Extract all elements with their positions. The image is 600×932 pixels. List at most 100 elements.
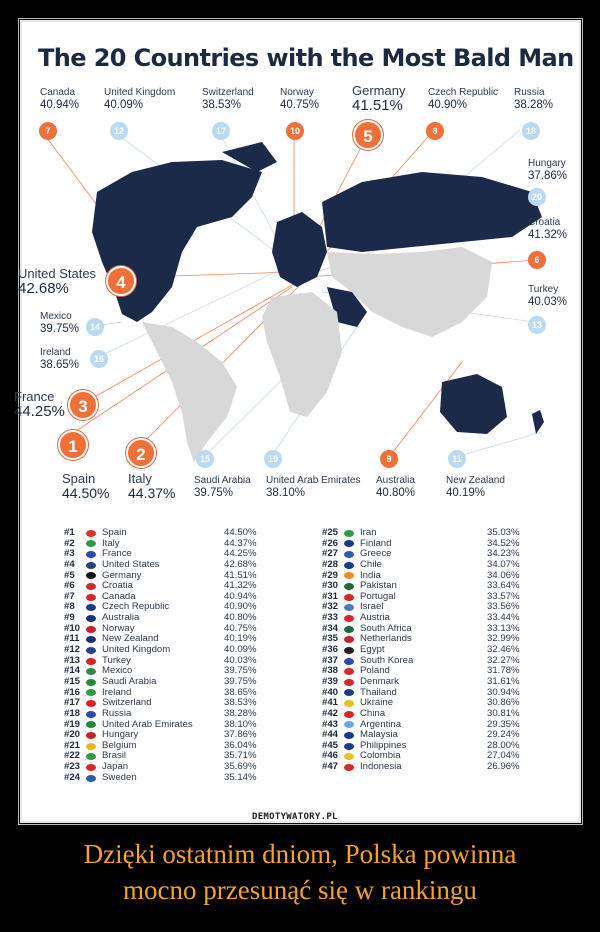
map-label-germany: Germany 41.51%: [352, 84, 405, 113]
country-pct: 38.10%: [266, 486, 306, 499]
country-value: 35.03%: [487, 527, 520, 538]
country-name: Sweden: [102, 771, 137, 783]
country-name: Australia: [376, 475, 415, 486]
country-pct: 39.75%: [40, 322, 80, 335]
country-pct: 44.25%: [14, 402, 65, 420]
rank-number: #28: [322, 558, 339, 570]
flag-icon: [344, 689, 354, 697]
country-name: Indonesia: [360, 761, 402, 773]
rank-number: #8: [64, 601, 75, 613]
rank-number: #10: [64, 622, 81, 634]
rank-number: #12: [64, 644, 81, 656]
country-name: Austria: [360, 612, 390, 624]
country-name: Brasil: [102, 750, 126, 762]
ranking-row: #6 Croatia 41.32%: [64, 581, 274, 592]
ranking-row: #22 Brasil 35.71%: [64, 751, 274, 762]
ranking-row: #31 Portugal 33.57%: [322, 590, 537, 603]
country-name: Greece: [360, 548, 392, 560]
ranking-row: #43 Argentina 29.35%: [322, 719, 537, 731]
caption: Dzięki ostatnim dniom, Polska powinna mo…: [0, 836, 600, 908]
country-pct: 40.94%: [40, 98, 80, 111]
country-value: 29.24%: [487, 729, 520, 741]
rank-number: #26: [322, 537, 339, 549]
country-name: Czech Republic: [428, 87, 499, 98]
flag-icon: [86, 540, 96, 548]
country-name: South Korea: [360, 654, 414, 666]
rank-number: #33: [322, 612, 339, 624]
country-value: 32.99%: [487, 633, 520, 645]
country-name: United Kingdom: [104, 87, 176, 98]
flag-icon: [344, 710, 354, 718]
map-label-norway: Norway 40.75%: [280, 87, 320, 111]
country-pct: 40.75%: [280, 98, 320, 111]
ranking-row: #10 Norway 40.75%: [64, 622, 274, 635]
ranking-row: #46 Colombia 27.04%: [322, 751, 537, 762]
rank-number: #34: [322, 622, 339, 634]
rank-number: #3: [64, 548, 75, 560]
country-value: 40.03%: [224, 654, 257, 666]
ranking-row: #41 Ukraine 30.86%: [322, 698, 537, 709]
infographic-title: The 20 Countries with the Most Bald Man: [38, 44, 574, 72]
ranking-row: #26 Finland 34.52%: [322, 537, 537, 550]
flag-icon: [344, 583, 354, 591]
country-name: Russia: [514, 87, 545, 98]
country-value: 40.80%: [224, 612, 257, 624]
country-name: Australia: [102, 612, 140, 624]
country-name: Canada: [102, 590, 136, 602]
country-name: France: [14, 389, 55, 404]
country-value: 39.75%: [224, 665, 257, 677]
south-america-shape: [142, 322, 237, 462]
map-label-australia: Australia 40.80%: [376, 475, 415, 499]
russia-shape: [322, 172, 542, 252]
ranking-row: #34 South Africa 33.13%: [322, 622, 537, 635]
country-value: 41.32%: [224, 580, 257, 592]
rank-number: #6: [64, 580, 75, 592]
rank-badge: 11: [448, 450, 466, 468]
flag-icon: [86, 763, 96, 771]
ranking-row: #18 Russia 38.28%: [64, 708, 274, 720]
rank-number: #5: [64, 569, 75, 581]
country-name: Switzerland: [102, 697, 152, 709]
watermark: DEMOTYWATORY.PL: [252, 812, 338, 822]
caption-line: mocno przesunąć się w rankingu: [123, 875, 477, 905]
rank-badge: 17: [212, 122, 230, 140]
country-value: 39.75%: [224, 675, 257, 687]
country-name: India: [360, 569, 381, 581]
flag-icon: [344, 646, 354, 654]
country-value: 44.50%: [224, 527, 257, 538]
country-name: Saudi Arabia: [194, 475, 251, 486]
rank-number: #29: [322, 569, 339, 581]
flag-icon: [86, 774, 96, 782]
country-pct: 40.90%: [428, 98, 468, 111]
flag-icon: [344, 721, 354, 729]
country-name: Croatia: [102, 580, 133, 592]
country-name: United States: [102, 558, 160, 570]
ranking-row: #8 Czech Republic 40.90%: [64, 602, 274, 613]
country-value: 31.78%: [487, 665, 520, 677]
rank-number: #13: [64, 654, 81, 666]
map-label-czech-republic: Czech Republic 40.90%: [428, 87, 499, 111]
rank-badge: 4: [106, 266, 136, 296]
flag-icon: [344, 636, 354, 644]
country-value: 33.57%: [487, 590, 520, 602]
country-value: 40.94%: [224, 590, 257, 602]
rank-number: #16: [64, 686, 81, 698]
country-pct: 40.03%: [528, 295, 568, 308]
rank-badge: 10: [286, 122, 304, 140]
country-name: Switzerland: [202, 87, 254, 98]
country-name: United Arab Emirates: [266, 475, 361, 486]
country-value: 32.27%: [487, 654, 520, 666]
country-value: 36.04%: [224, 739, 257, 751]
map-label-saudi-arabia: Saudi Arabia 39.75%: [194, 475, 251, 499]
infographic-card: The 20 Countries with the Most Bald Man: [14, 20, 581, 823]
rank-number: #20: [64, 729, 81, 741]
flag-icon: [86, 731, 96, 739]
country-value: 33.64%: [487, 580, 520, 592]
ranking-row: #20 Hungary 37.86%: [64, 730, 274, 741]
country-name: United Arab Emirates: [102, 718, 193, 730]
country-pct: 38.53%: [202, 98, 242, 111]
map-label-uae: United Arab Emirates 38.10%: [266, 475, 361, 499]
rank-number: #46: [322, 750, 339, 762]
rank-number: #19: [64, 718, 81, 730]
rank-number: #47: [322, 761, 339, 773]
